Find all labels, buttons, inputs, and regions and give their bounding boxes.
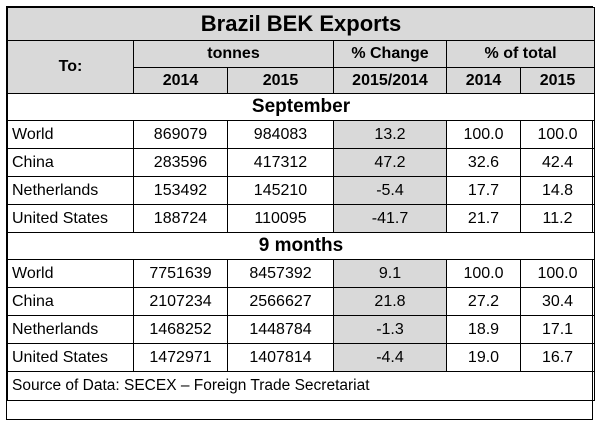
tonnes-2015-cell: 1407814 (227, 343, 334, 372)
share-2014-cell: 100.0 (446, 120, 521, 149)
table-row: Netherlands 1468252 1448784 -1.3 18.9 17… (7, 315, 596, 344)
destination-cell: World (7, 259, 134, 288)
tonnes-2014-cell: 1468252 (133, 315, 228, 344)
share-2015-cell: 100.0 (519, 120, 596, 149)
pct-change-cell: 47.2 (333, 148, 447, 177)
share-2015-cell: 30.4 (519, 287, 596, 316)
table-row: United States 1472971 1407814 -4.4 19.0 … (7, 343, 596, 372)
pct-change-cell: -4.4 (333, 343, 447, 372)
table-title: Brazil BEK Exports (6, 7, 596, 41)
tonnes-2014-cell: 153492 (133, 176, 228, 205)
destination-cell: United States (7, 343, 134, 372)
header-change-period: 2015/2014 (333, 67, 447, 94)
destination-cell: World (7, 120, 134, 149)
share-2014-cell: 21.7 (446, 204, 521, 233)
tonnes-2014-cell: 283596 (133, 148, 228, 177)
tonnes-2014-cell: 869079 (133, 120, 228, 149)
header-tonnes-2015: 2015 (227, 67, 334, 94)
tonnes-2015-cell: 1448784 (227, 315, 334, 344)
header-pct-change: % Change (333, 40, 447, 68)
table-row: Netherlands 153492 145210 -5.4 17.7 14.8 (7, 176, 596, 205)
share-2015-cell: 17.1 (519, 315, 596, 344)
tonnes-2015-cell: 145210 (227, 176, 334, 205)
pct-change-cell: 21.8 (333, 287, 447, 316)
section-heading: 9 months (6, 232, 596, 260)
header-to: To: (7, 40, 134, 94)
header-tonnes-2014: 2014 (133, 67, 228, 94)
share-2015-cell: 11.2 (519, 204, 596, 233)
table-row: World 7751639 8457392 9.1 100.0 100.0 (7, 259, 596, 288)
table-row: World 869079 984083 13.2 100.0 100.0 (7, 120, 596, 149)
header-pct-total: % of total (445, 40, 596, 68)
pct-change-cell: -1.3 (333, 315, 447, 344)
pct-change-cell: 9.1 (333, 259, 447, 288)
destination-cell: United States (7, 204, 134, 233)
share-2014-cell: 100.0 (446, 259, 521, 288)
destination-cell: China (7, 287, 134, 316)
tonnes-2014-cell: 7751639 (133, 259, 228, 288)
pct-change-cell: -5.4 (333, 176, 447, 205)
share-2015-cell: 100.0 (519, 259, 596, 288)
header-share-2015: 2015 (519, 67, 596, 94)
destination-cell: Netherlands (7, 315, 134, 344)
tonnes-2015-cell: 984083 (227, 120, 334, 149)
share-2014-cell: 18.9 (446, 315, 521, 344)
header-tonnes: tonnes (133, 40, 334, 68)
destination-cell: China (7, 148, 134, 177)
section-heading: September (6, 93, 596, 121)
table-row: United States 188724 110095 -41.7 21.7 1… (7, 204, 596, 233)
exports-table: Brazil BEK Exports To: tonnes % Change %… (6, 7, 596, 401)
share-2015-cell: 14.8 (519, 176, 596, 205)
exports-table-frame: Brazil BEK Exports To: tonnes % Change %… (6, 6, 596, 420)
share-2014-cell: 32.6 (446, 148, 521, 177)
table-row: China 2107234 2566627 21.8 27.2 30.4 (7, 287, 596, 316)
pct-change-cell: 13.2 (333, 120, 447, 149)
share-2014-cell: 27.2 (446, 287, 521, 316)
tonnes-2014-cell: 2107234 (133, 287, 228, 316)
pct-change-cell: -41.7 (333, 204, 447, 233)
source-note: Source of Data: SECEX – Foreign Trade Se… (6, 371, 596, 401)
destination-cell: Netherlands (7, 176, 134, 205)
tonnes-2015-cell: 417312 (227, 148, 334, 177)
table-row: China 283596 417312 47.2 32.6 42.4 (7, 148, 596, 177)
header-share-2014: 2014 (446, 67, 521, 94)
tonnes-2015-cell: 8457392 (227, 259, 334, 288)
tonnes-2014-cell: 1472971 (133, 343, 228, 372)
tonnes-2015-cell: 2566627 (227, 287, 334, 316)
share-2015-cell: 16.7 (519, 343, 596, 372)
tonnes-2014-cell: 188724 (133, 204, 228, 233)
tonnes-2015-cell: 110095 (227, 204, 334, 233)
share-2014-cell: 19.0 (446, 343, 521, 372)
share-2015-cell: 42.4 (519, 148, 596, 177)
share-2014-cell: 17.7 (446, 176, 521, 205)
